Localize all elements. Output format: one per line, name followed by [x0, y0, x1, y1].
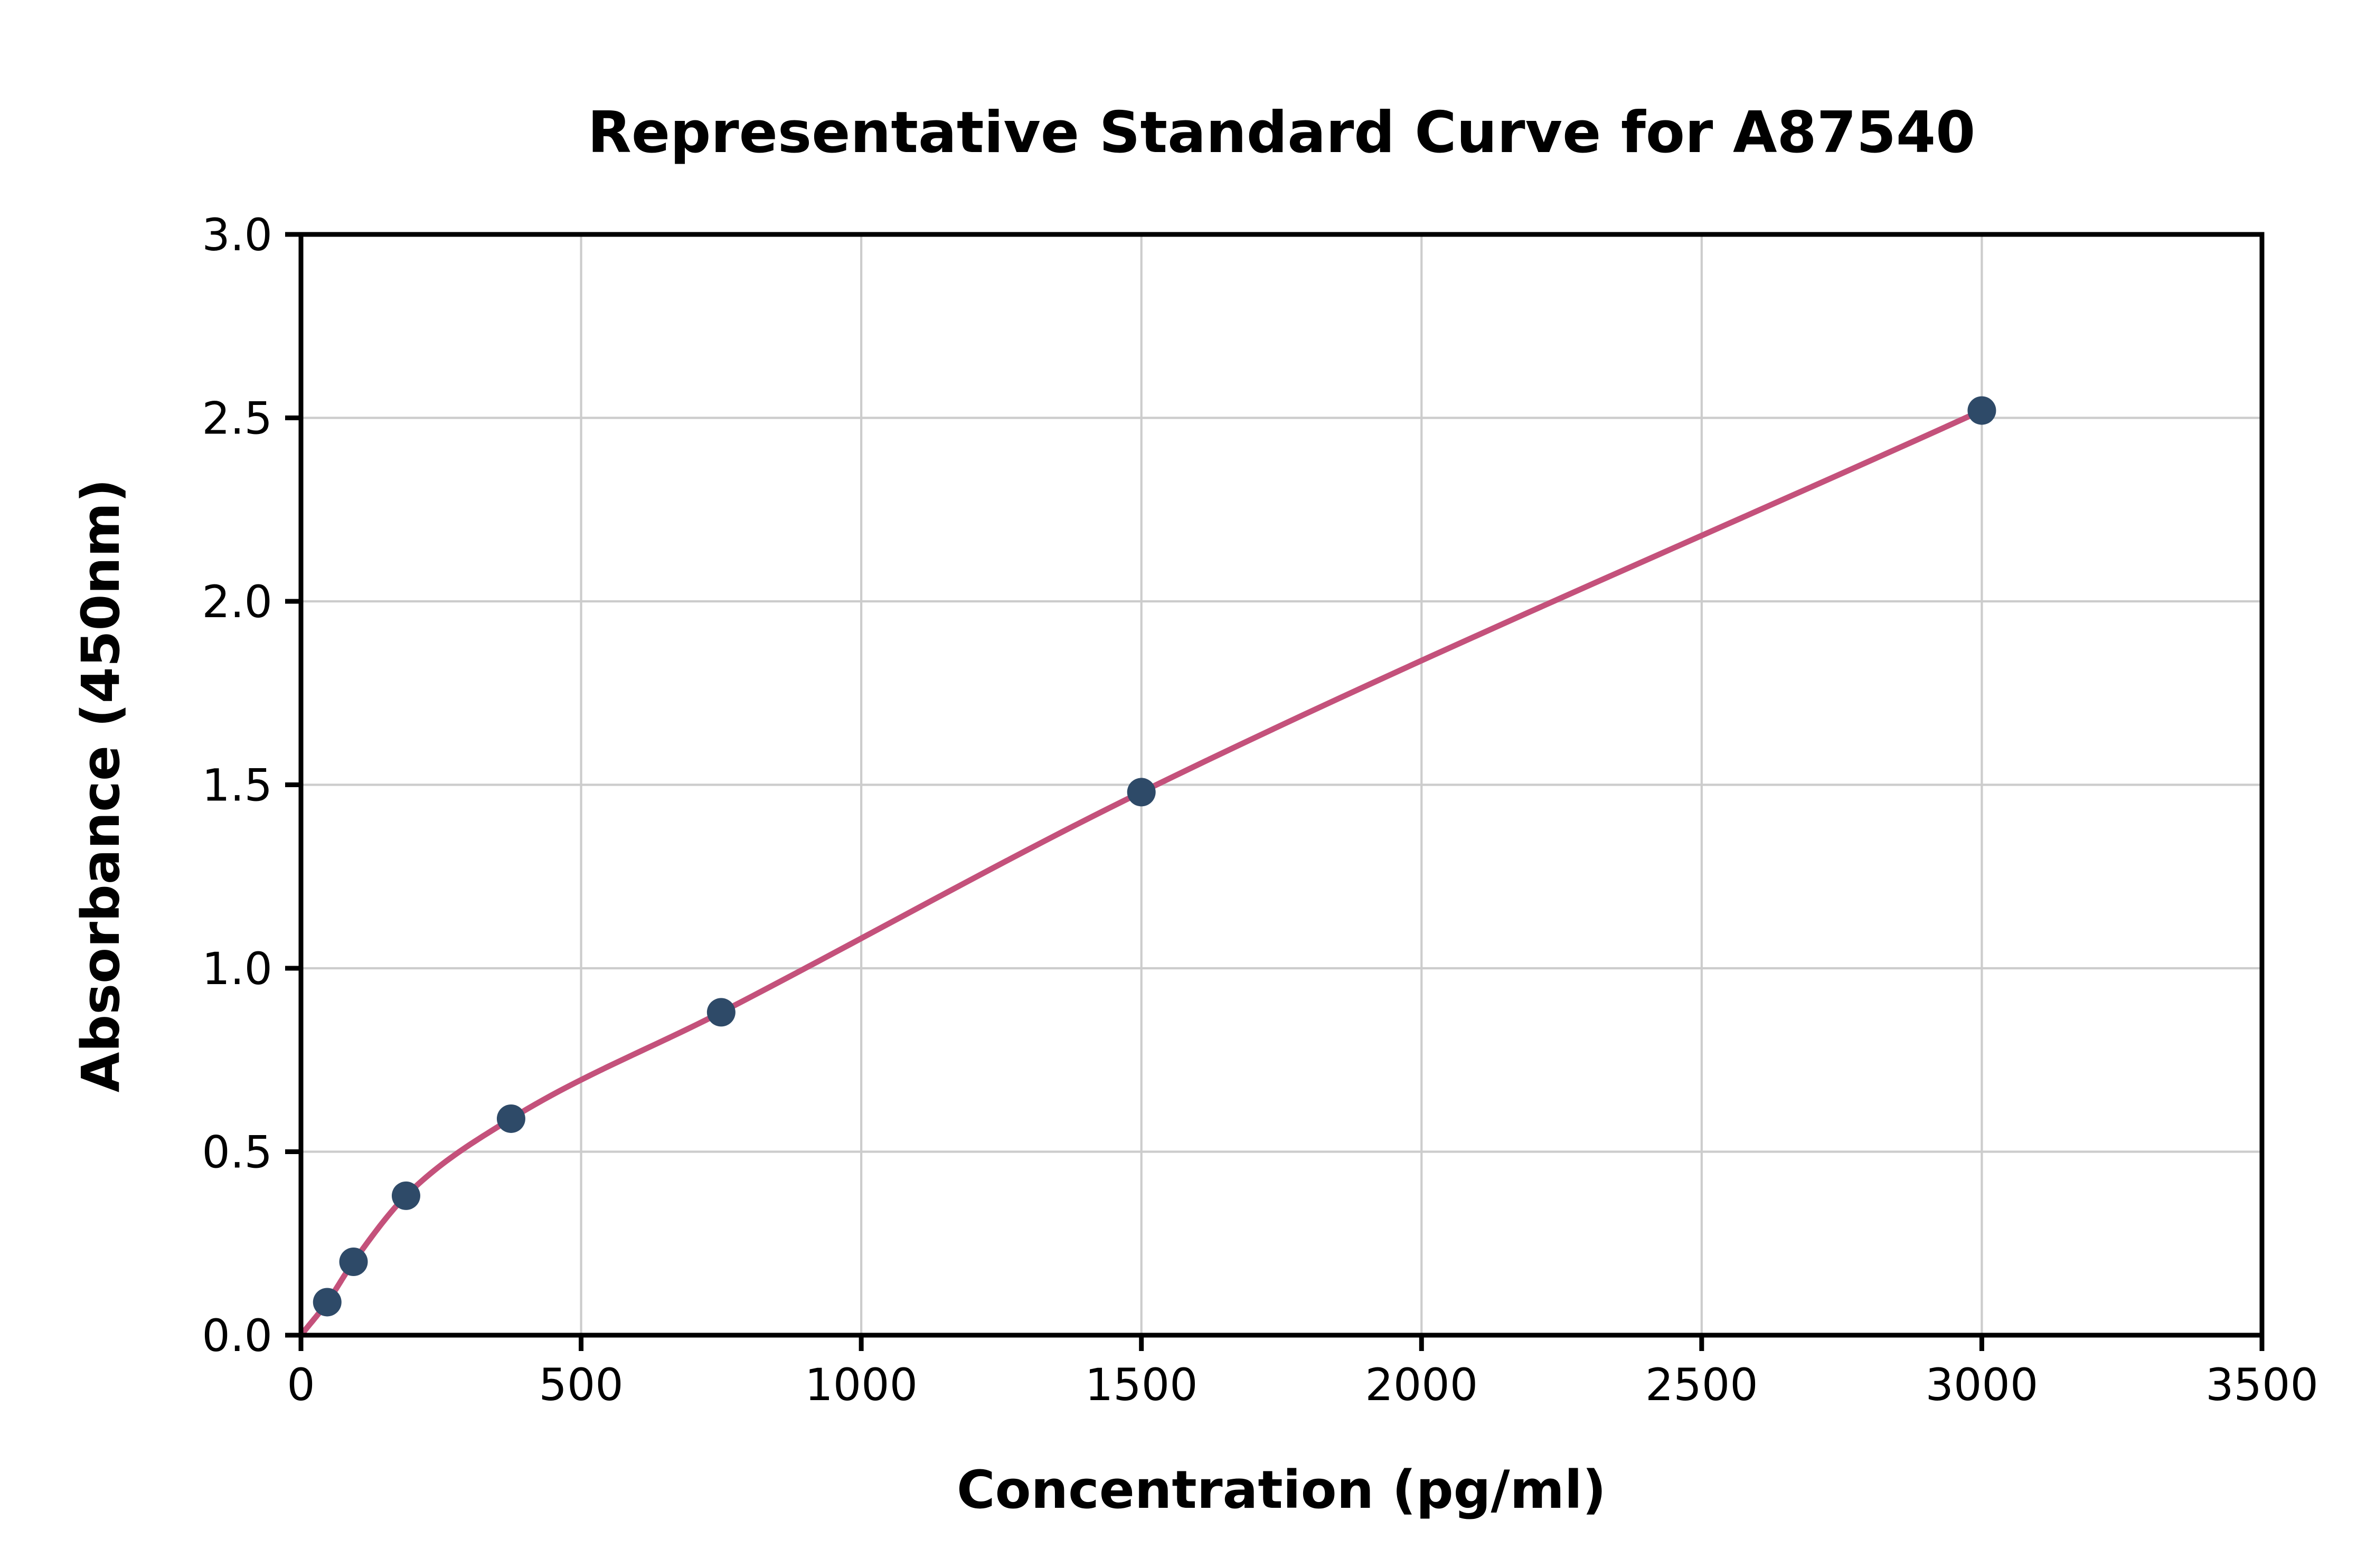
data-point: [339, 1248, 368, 1276]
data-point: [391, 1181, 420, 1210]
y-tick-label: 0.5: [202, 1127, 272, 1178]
y-tick-label: 1.0: [202, 943, 272, 995]
chart-title: Representative Standard Curve for A87540: [588, 100, 1976, 166]
data-point: [496, 1104, 525, 1133]
grid-layer: [299, 233, 2264, 1337]
data-point: [313, 1288, 342, 1317]
x-tick-label: 0: [287, 1359, 315, 1411]
x-tick-label: 3500: [2205, 1359, 2318, 1411]
y-tick-label: 1.5: [202, 760, 272, 811]
y-tick-label: 2.5: [202, 393, 272, 445]
data-point: [706, 998, 736, 1027]
y-axis-label: Absorbance (450nm): [71, 479, 131, 1092]
x-tick-label: 500: [539, 1359, 623, 1411]
data-point: [1127, 778, 1156, 807]
x-tick-label: 1000: [805, 1359, 918, 1411]
points-layer: [313, 396, 1996, 1317]
axes-layer: 0 500 1000 1500 2000 2500 3000 3500 0.0 0.5 1.0 1.5…: [202, 209, 2318, 1411]
data-point: [1967, 396, 1996, 425]
x-tick-label: 2000: [1365, 1359, 1478, 1411]
x-axis-label: Concentration (pg/ml): [957, 1460, 1606, 1520]
x-tick-label: 1500: [1085, 1359, 1198, 1411]
y-tick-label: 0.0: [202, 1310, 272, 1362]
y-tick-label: 2.0: [202, 576, 272, 628]
y-tick-label: 3.0: [202, 209, 272, 261]
x-tick-label: 3000: [1926, 1359, 2039, 1411]
x-tick-label: 2500: [1645, 1359, 1758, 1411]
